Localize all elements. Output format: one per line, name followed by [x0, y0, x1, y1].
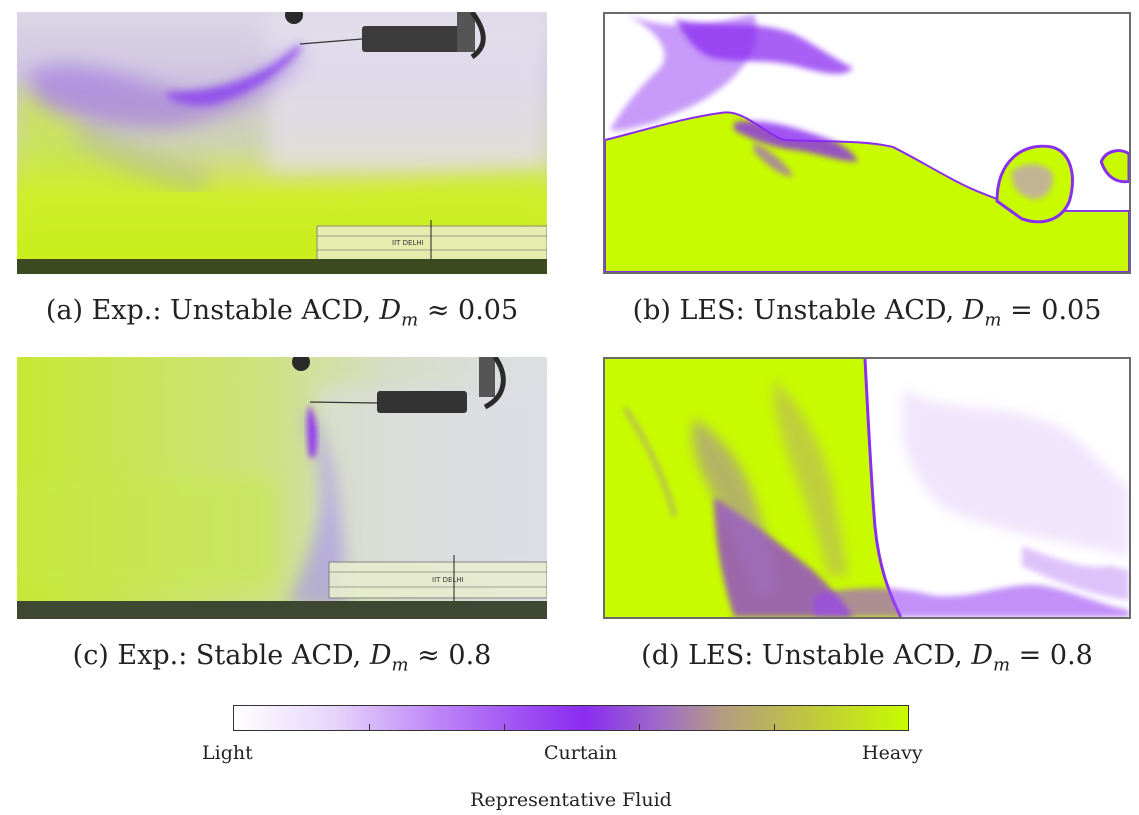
caption-c-value: 0.8: [448, 640, 492, 671]
ruler-label-a: IIT DELHI: [392, 239, 424, 247]
caption-c-relation: ≈: [417, 640, 440, 671]
photo-panel-a: IIT DELHI: [17, 12, 547, 274]
caption-d-relation: =: [1018, 640, 1042, 671]
colorbar: [233, 705, 909, 731]
caption-d-text: (d) LES: Unstable ACD,: [641, 640, 972, 671]
colorbar-tick: [774, 724, 775, 730]
caption-d-sub: m: [993, 654, 1011, 676]
caption-a-sub: m: [401, 309, 419, 331]
caption-b-var: D: [962, 295, 985, 326]
ruler-label-c: IIT DELHI: [432, 576, 464, 584]
colorbar-tick: [639, 724, 640, 730]
caption-c: (c) Exp.: Stable ACD, Dm ≈ 0.8: [17, 642, 547, 674]
colorbar-label-heavy: Heavy: [862, 742, 923, 764]
simulation-image-b: [605, 14, 1129, 272]
simulation-panel-d: [603, 357, 1131, 619]
caption-a-var: D: [379, 295, 402, 326]
simulation-panel-b: [603, 12, 1131, 274]
simulation-image-d: [605, 359, 1129, 617]
caption-c-sub: m: [391, 654, 409, 676]
colorbar-label-light: Light: [202, 742, 253, 764]
colorbar-title: Representative Fluid: [470, 789, 672, 811]
colorbar-tick: [369, 724, 370, 730]
caption-c-text: (c) Exp.: Stable ACD,: [72, 640, 370, 671]
caption-d-var: D: [971, 640, 993, 671]
colorbar-label-curtain: Curtain: [544, 742, 618, 764]
caption-b-sub: m: [984, 309, 1002, 331]
caption-d-value: 0.8: [1049, 640, 1093, 671]
experiment-image-c: IIT DELHI: [17, 357, 547, 619]
photo-panel-c: IIT DELHI: [17, 357, 547, 619]
caption-a-value: 0.05: [458, 295, 519, 326]
caption-b: (b) LES: Unstable ACD, Dm = 0.05: [603, 297, 1131, 329]
experiment-image-a: IIT DELHI: [17, 12, 547, 274]
caption-c-var: D: [369, 640, 392, 671]
caption-b-relation: =: [1010, 295, 1033, 326]
caption-b-value: 0.05: [1041, 295, 1102, 326]
caption-d: (d) LES: Unstable ACD, Dm = 0.8: [603, 642, 1131, 674]
caption-a-relation: ≈: [426, 295, 450, 326]
caption-b-text: (b) LES: Unstable ACD,: [632, 295, 963, 326]
caption-a-text: (a) Exp.: Unstable ACD,: [45, 295, 380, 326]
colorbar-tick: [504, 724, 505, 730]
caption-a: (a) Exp.: Unstable ACD, Dm ≈ 0.05: [17, 297, 547, 329]
